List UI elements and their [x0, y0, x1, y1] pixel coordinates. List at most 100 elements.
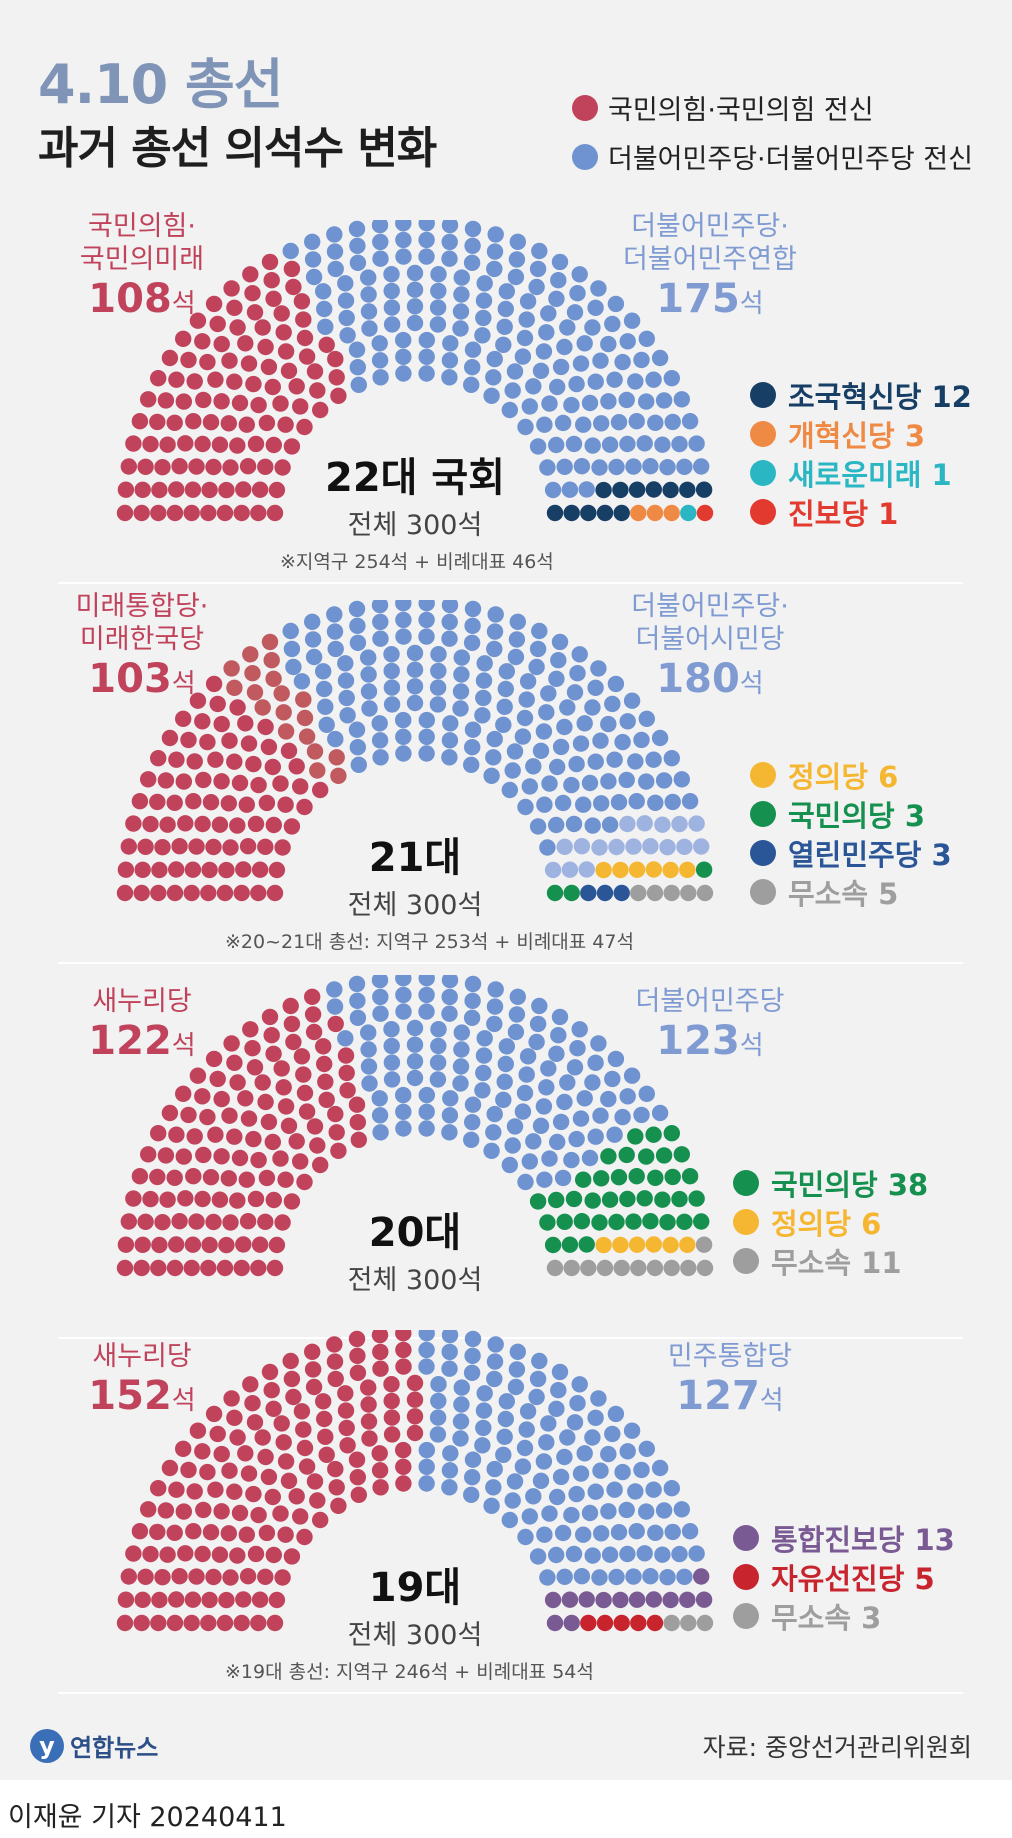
- right-party-label: 더불어민주당· 더불어민주연합 175석: [600, 210, 820, 322]
- minor-party-item: 무소속 3: [733, 1596, 955, 1635]
- seat-dot: [507, 648, 525, 666]
- seat-dot: [395, 986, 412, 1004]
- seat-dot: [645, 371, 662, 388]
- seat-dot: [541, 395, 558, 412]
- seat-dot: [508, 251, 526, 268]
- seat-dot: [623, 312, 641, 329]
- seat-dot: [561, 1591, 579, 1608]
- seat-dot: [140, 1146, 157, 1163]
- seat-dot: [242, 1021, 259, 1038]
- minor-party-item: 새로운미래 1: [750, 453, 972, 492]
- seat-dot: [516, 1084, 534, 1102]
- seat-dot: [538, 704, 555, 721]
- seat-dot: [645, 1481, 662, 1498]
- seat-dot: [239, 1213, 257, 1230]
- seat-dot: [441, 1462, 459, 1479]
- seat-dot: [383, 316, 401, 333]
- seat-dot: [263, 272, 280, 289]
- seat-dot: [195, 1146, 212, 1164]
- seat-dot: [337, 672, 355, 689]
- seat-dot: [441, 975, 459, 989]
- seat-dot: [349, 992, 366, 1009]
- seat-dot: [406, 1374, 424, 1392]
- seat-dot: [642, 1568, 659, 1585]
- seat-dot: [338, 1064, 355, 1082]
- seat-dot: [360, 1379, 377, 1396]
- seat-dot: [166, 794, 183, 811]
- seat-dot: [395, 1086, 412, 1104]
- seat-dot: [244, 1395, 261, 1412]
- seat-dot: [642, 458, 659, 475]
- seat-dot: [576, 1090, 593, 1107]
- seat-dot: [529, 260, 547, 278]
- seat-dot: [207, 371, 224, 388]
- seat-dot: [651, 1459, 669, 1477]
- seat-dot: [125, 1190, 142, 1207]
- seat-dot: [221, 732, 238, 749]
- legend-dot: [733, 1524, 759, 1551]
- seat-dot: [337, 655, 354, 672]
- seat-dot: [116, 1614, 134, 1632]
- seat-dot: [509, 988, 526, 1005]
- seat-dot: [211, 1191, 229, 1208]
- seat-dot: [317, 1073, 334, 1090]
- seat-dot: [566, 1414, 584, 1431]
- seat-dot: [304, 251, 322, 268]
- seat-dot: [330, 767, 347, 784]
- seat-dot: [554, 794, 572, 812]
- seat-dot: [536, 796, 553, 813]
- seat-dot: [293, 1403, 311, 1420]
- assembly-title: 20대: [368, 1210, 462, 1256]
- seat-dot: [549, 1133, 566, 1151]
- seat-dot: [418, 365, 435, 382]
- seat-dot: [569, 1040, 586, 1057]
- seat-dot: [194, 1088, 211, 1105]
- seat-dot: [418, 745, 435, 762]
- seat-dot: [282, 1352, 299, 1370]
- seat-dot: [587, 1409, 604, 1426]
- seat-dot: [171, 1568, 188, 1585]
- seat-dot: [486, 1370, 503, 1388]
- seat-dot: [680, 1614, 697, 1632]
- seat-dot: [584, 437, 601, 454]
- seat-dot: [213, 335, 230, 353]
- seat-dot: [250, 1506, 267, 1524]
- seat-dot: [372, 1479, 389, 1496]
- seat-dot: [538, 324, 555, 341]
- minor-party-item: 통합진보당 13: [733, 1518, 955, 1557]
- seat-dot: [348, 975, 366, 993]
- seat-dot: [504, 1492, 521, 1509]
- seat-dot: [280, 742, 298, 759]
- seat-dot: [581, 394, 599, 412]
- seat-dot: [280, 1472, 298, 1489]
- seat-dot: [326, 1336, 343, 1353]
- minor-party-item: 국민의당 38: [733, 1163, 928, 1202]
- seat-dot: [487, 981, 504, 998]
- section-divider: [58, 962, 963, 964]
- seat-dot: [406, 1019, 424, 1037]
- seat-dot: [578, 1236, 595, 1253]
- seat-dot: [166, 884, 184, 902]
- seat-dot: [430, 282, 447, 300]
- seat-dot: [596, 1614, 614, 1632]
- seat-dot: [296, 418, 313, 436]
- seat-dot: [497, 1410, 514, 1428]
- seat-dot: [453, 1041, 470, 1058]
- seat-dot: [231, 1504, 249, 1522]
- seat-dot: [250, 396, 267, 414]
- seat-dot: [568, 1130, 585, 1148]
- seat-dot: [350, 376, 367, 393]
- seat-dot: [213, 1503, 230, 1520]
- seat-dot: [116, 1259, 134, 1277]
- seat-dot: [645, 481, 662, 498]
- seat-dot: [441, 1124, 458, 1141]
- seat-dot: [630, 1259, 647, 1277]
- minor-party-item: 국민의당 3: [750, 794, 952, 833]
- seat-dot: [580, 884, 597, 902]
- seat-dot: [395, 1330, 412, 1342]
- seat-dot: [475, 309, 492, 327]
- seat-dot: [464, 975, 482, 993]
- seat-dot: [483, 1497, 500, 1514]
- seat-dot: [452, 303, 470, 320]
- seat-dot: [514, 728, 532, 745]
